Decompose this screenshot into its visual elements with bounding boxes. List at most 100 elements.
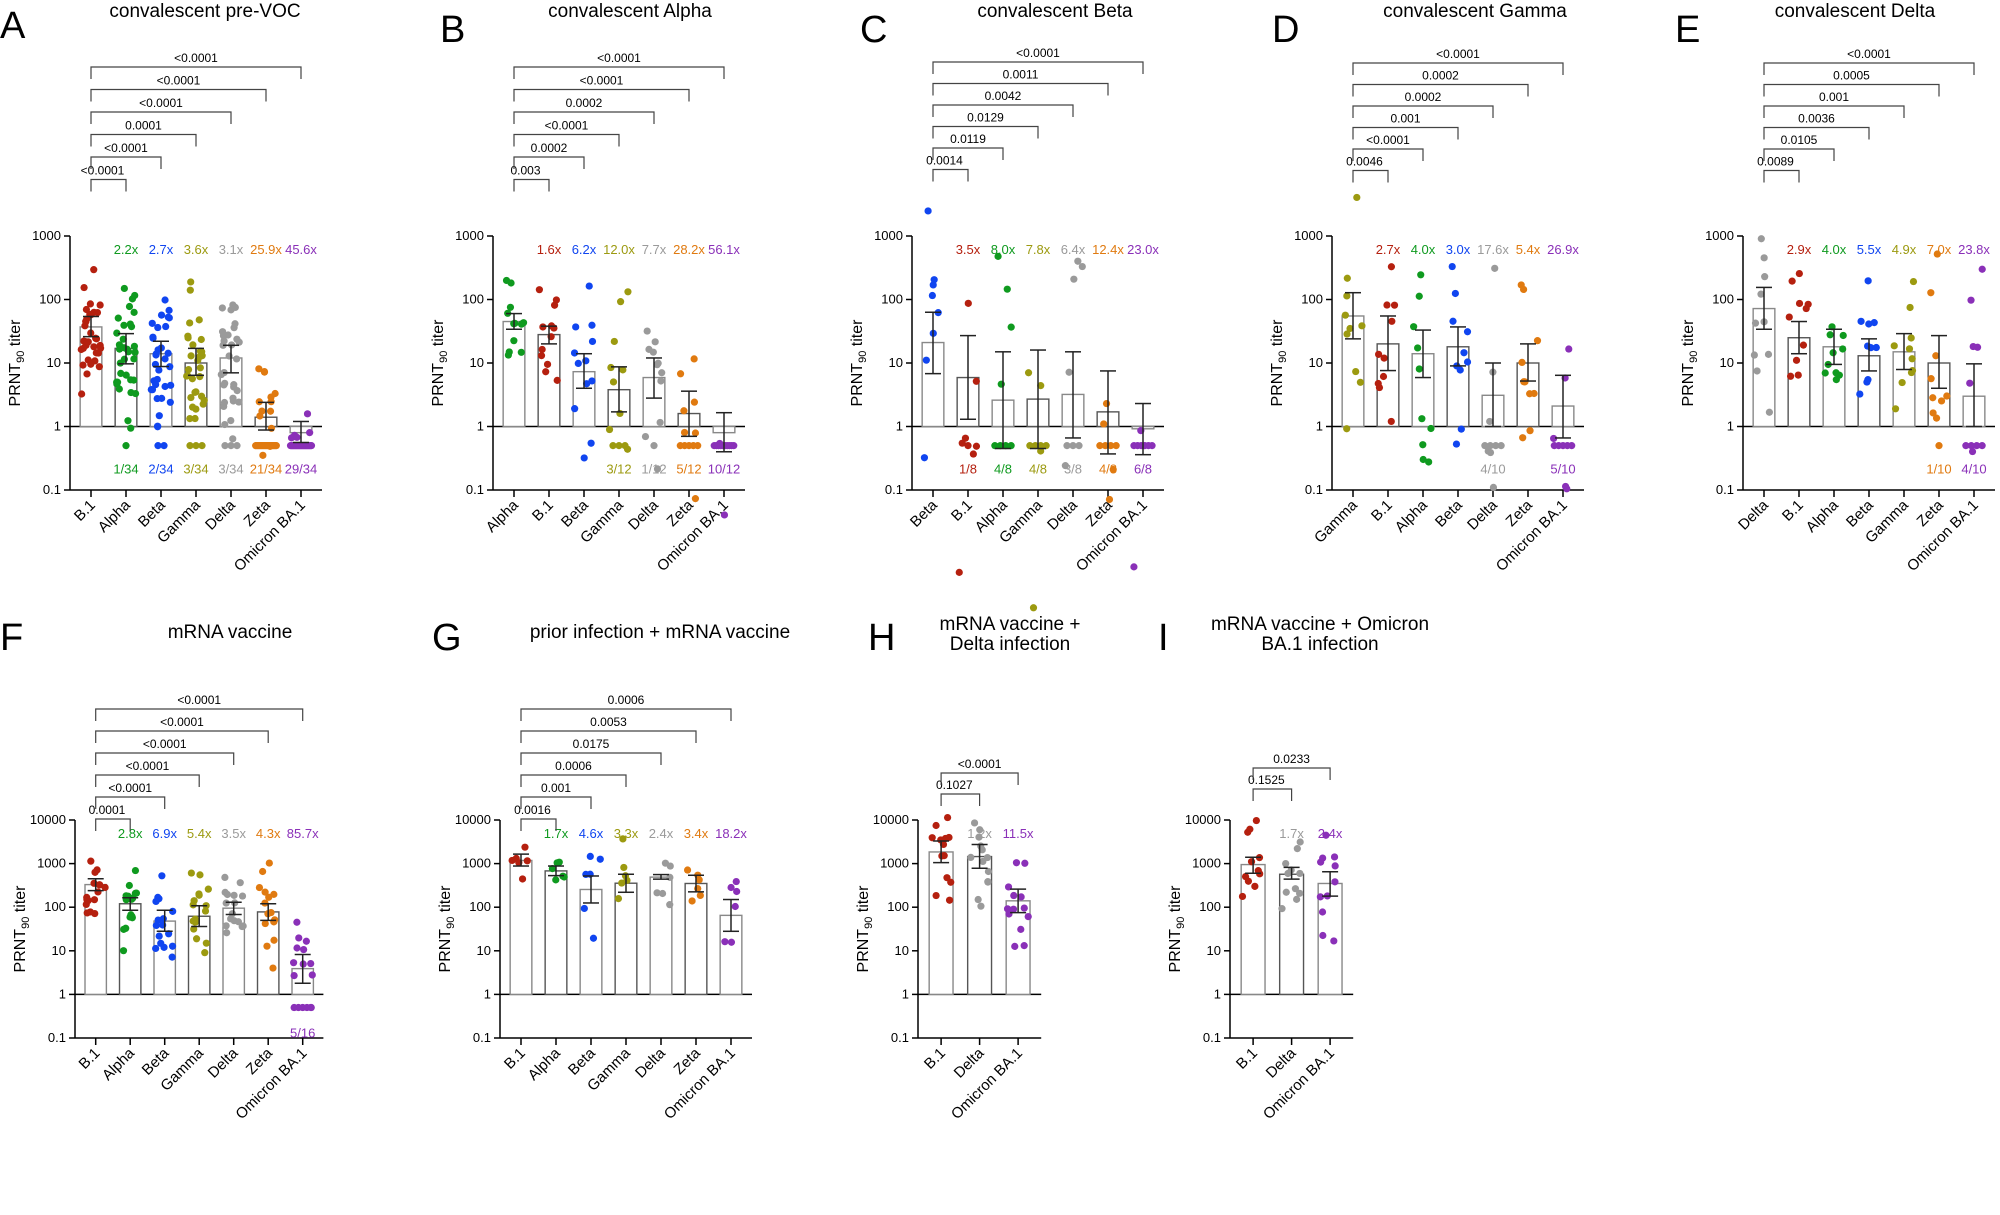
data-point xyxy=(1020,942,1028,950)
data-point xyxy=(1282,860,1290,868)
fold-change-label: 3.5x xyxy=(956,242,981,257)
data-point xyxy=(188,375,196,383)
data-point xyxy=(1451,289,1459,298)
y-tick-label: 1 xyxy=(484,986,491,1001)
p-value-label: <0.0001 xyxy=(958,757,1002,771)
data-point xyxy=(978,846,986,854)
fold-change-label: 3.5x xyxy=(221,826,246,841)
data-point xyxy=(1486,448,1495,457)
p-value-label: <0.0001 xyxy=(597,51,641,65)
data-point xyxy=(303,410,312,418)
y-tick-label: 10 xyxy=(1720,355,1734,370)
data-point xyxy=(1497,442,1505,450)
data-point xyxy=(235,398,243,406)
data-point xyxy=(82,305,91,314)
data-point xyxy=(543,360,552,368)
data-point xyxy=(1130,563,1138,571)
data-point xyxy=(1463,328,1472,336)
data-point xyxy=(1247,858,1256,866)
data-point xyxy=(270,936,278,944)
data-point xyxy=(727,938,736,946)
data-point xyxy=(658,889,667,898)
data-point xyxy=(96,344,105,352)
data-point xyxy=(125,881,133,890)
data-point xyxy=(1069,442,1077,450)
data-point xyxy=(1533,337,1542,345)
data-point xyxy=(113,329,121,337)
data-point xyxy=(1148,442,1156,450)
data-point xyxy=(1024,912,1032,921)
data-point xyxy=(694,884,702,893)
x-tick-label: Beta xyxy=(1432,496,1466,530)
p-value-label: <0.0001 xyxy=(157,74,201,88)
data-point xyxy=(518,875,527,883)
data-point xyxy=(690,398,699,406)
data-point xyxy=(1374,379,1382,388)
panel-title: BA.1 infection xyxy=(1261,634,1378,655)
data-point xyxy=(1907,334,1915,342)
panel-title: prior infection + mRNA vaccine xyxy=(530,622,790,643)
data-point xyxy=(596,855,604,863)
data-point xyxy=(119,335,127,343)
data-point xyxy=(972,377,980,385)
data-point xyxy=(265,893,273,901)
data-point xyxy=(161,296,169,304)
data-point xyxy=(222,922,230,930)
data-point xyxy=(1415,292,1423,300)
significance-bracket xyxy=(90,156,162,169)
data-point xyxy=(653,889,661,897)
data-point xyxy=(1379,372,1388,381)
data-point xyxy=(154,442,162,450)
data-point xyxy=(588,321,596,329)
y-axis-label: PRNT90 titer xyxy=(7,319,27,407)
data-point xyxy=(197,348,205,356)
data-point xyxy=(619,366,627,374)
data-point xyxy=(961,434,970,442)
data-point xyxy=(227,416,235,425)
data-point xyxy=(1460,349,1468,357)
p-value-label: 0.0006 xyxy=(555,759,592,773)
significance-bracket xyxy=(1252,788,1293,801)
data-point xyxy=(186,414,194,423)
data-point xyxy=(86,300,94,308)
y-tick-label: 10 xyxy=(470,355,484,370)
data-point xyxy=(615,442,623,450)
y-tick-label: 0.1 xyxy=(885,482,903,497)
fold-change-label: 12.4x xyxy=(1092,242,1124,257)
data-point xyxy=(1787,372,1795,380)
x-tick-label: Alpha xyxy=(99,1044,139,1084)
data-point xyxy=(270,918,278,926)
data-point xyxy=(1387,417,1395,426)
data-point xyxy=(229,397,237,405)
data-point xyxy=(201,949,209,957)
data-point xyxy=(1319,931,1327,940)
panel-letter: E xyxy=(1675,9,1700,51)
data-point xyxy=(650,442,658,450)
data-point xyxy=(90,896,99,904)
data-point xyxy=(155,932,163,940)
data-point xyxy=(552,876,560,884)
data-point xyxy=(975,833,983,841)
data-point xyxy=(96,301,104,309)
fold-change-label: 23.8x xyxy=(1958,242,1990,257)
data-point xyxy=(1967,442,1975,450)
p-value-label: 0.0046 xyxy=(1346,155,1383,169)
data-point xyxy=(1029,604,1038,612)
data-point xyxy=(1967,296,1975,304)
data-point xyxy=(1010,891,1018,900)
significance-bracket xyxy=(932,104,1074,117)
data-point xyxy=(183,372,191,380)
fold-change-label: 17.6x xyxy=(1477,242,1509,257)
data-point xyxy=(730,442,738,450)
fold-change-label: 1.7x xyxy=(1279,826,1304,841)
data-point xyxy=(1293,895,1301,903)
data-point xyxy=(1246,825,1254,833)
data-point xyxy=(609,378,618,386)
data-point xyxy=(1074,257,1082,265)
significance-bracket xyxy=(1352,105,1494,118)
data-point xyxy=(1383,301,1391,309)
below-lod-fraction: 21/34 xyxy=(250,462,283,477)
data-point xyxy=(1908,366,1917,375)
data-point xyxy=(119,947,128,955)
data-point xyxy=(974,895,982,904)
